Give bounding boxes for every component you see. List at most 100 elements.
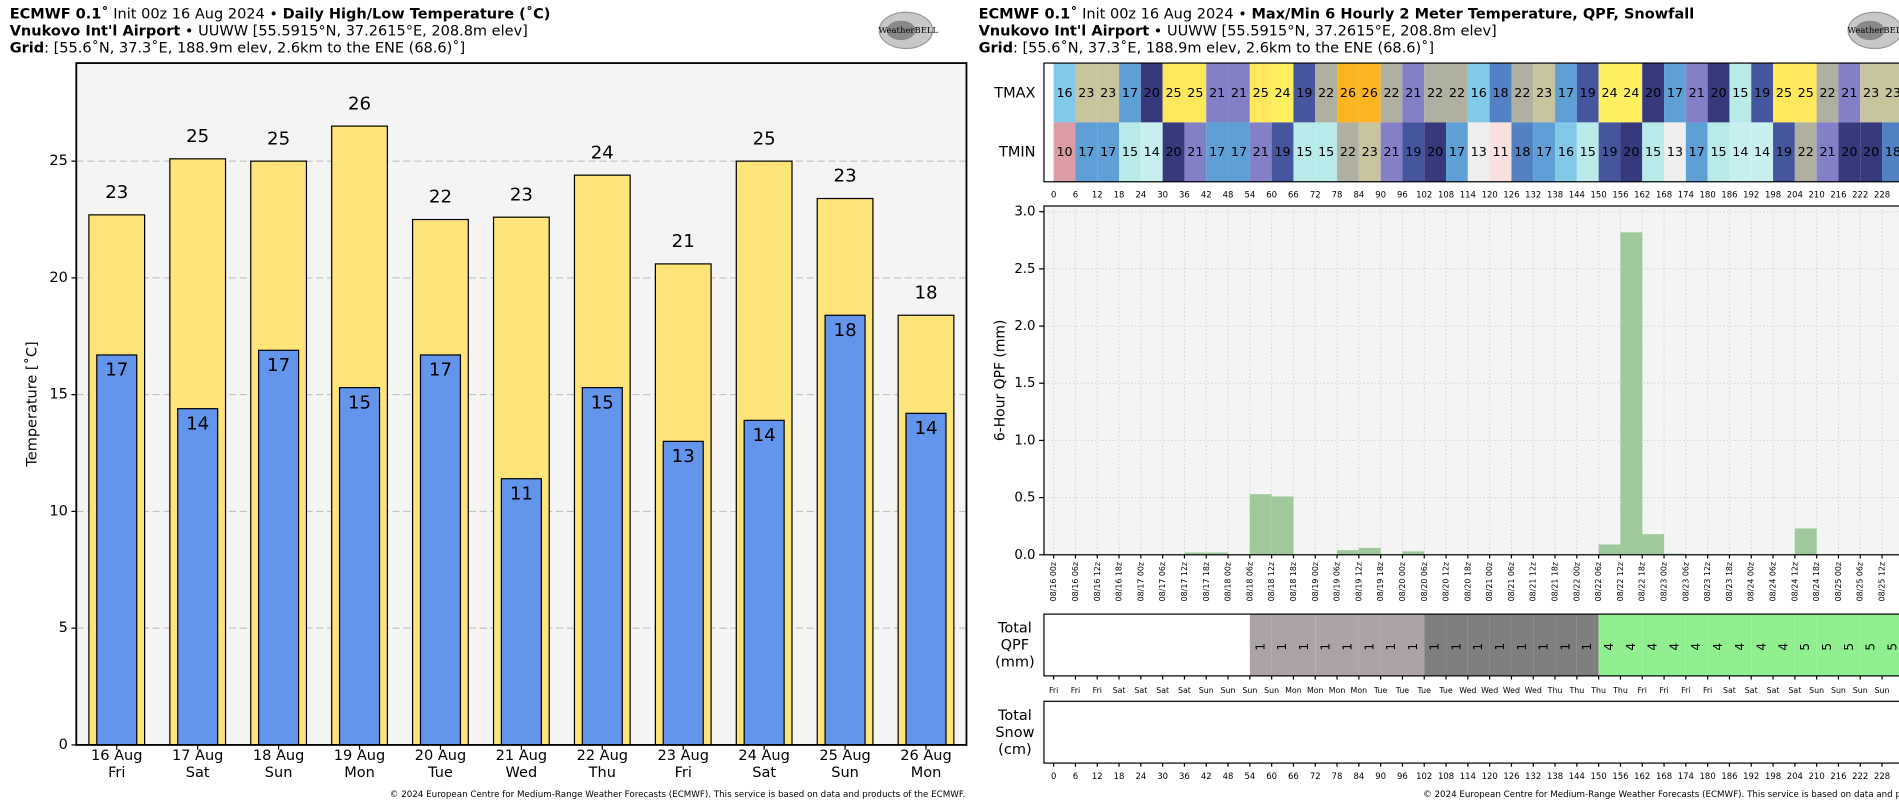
bar: [177, 408, 219, 746]
temp-cell: [1860, 122, 1883, 182]
weekday-label: Tue: [1417, 686, 1432, 695]
temp-cell: [1293, 122, 1316, 182]
temp-cell: [1576, 122, 1599, 182]
weekday-label: Mon: [1285, 686, 1302, 695]
weekday-label: Sat: [1767, 686, 1780, 695]
temp-cell: [1664, 122, 1686, 182]
temp-value: 26: [1362, 85, 1378, 100]
total-qpf-value: 1: [1275, 643, 1289, 651]
temp-cell: [1489, 63, 1512, 123]
temp-cell: [1729, 63, 1752, 123]
temp-value: 22: [1340, 144, 1356, 159]
hour-label: 228: [1874, 190, 1890, 200]
x-tick-label: 19 Aug: [334, 748, 385, 764]
qpf-cell: [1598, 614, 1621, 676]
temp-cell: [1816, 63, 1839, 123]
header-text: Init 00z 16 Aug 2024 •: [109, 7, 283, 23]
total-qpf-value: 5: [1864, 643, 1878, 651]
temp-value: 20: [1165, 144, 1181, 159]
value-label: 15: [348, 392, 371, 413]
temp-value: 17: [1209, 144, 1225, 159]
temp-cell: [1315, 122, 1338, 182]
temp-value: 21: [1841, 85, 1857, 100]
hour-label: 72: [1310, 771, 1321, 781]
weekday-label: Sat: [1723, 686, 1736, 695]
hour-label: 96: [1397, 190, 1408, 200]
qpf-cell: [1533, 614, 1556, 676]
total-qpf-value: 1: [1580, 643, 1594, 651]
hour-label: 180: [1700, 190, 1716, 200]
temp-cell: [1664, 63, 1686, 123]
x-tick-label: 08/24 00z: [1747, 562, 1756, 601]
row-label: TMAX: [993, 85, 1035, 101]
hour-label: 42: [1201, 190, 1212, 200]
temp-value: 19: [1274, 144, 1290, 159]
header-line: ECMWF 0.1˚ Init 00z 16 Aug 2024 • Daily …: [10, 6, 551, 23]
y-axis-label: Temperature [˚C]: [24, 341, 41, 467]
temp-cell: [1053, 63, 1076, 123]
total-qpf-value: 4: [1667, 643, 1681, 651]
weekday-label: Wed: [1459, 686, 1476, 695]
bar: [1206, 552, 1229, 555]
bar: [662, 440, 704, 746]
hour-label: 114: [1460, 771, 1476, 781]
qpf-cell: [1751, 614, 1774, 676]
temp-value: 22: [1318, 85, 1334, 100]
temp-cell: [1598, 122, 1621, 182]
hour-label: 36: [1179, 771, 1190, 781]
header-text: Grid: [10, 41, 44, 57]
temp-cell: [1511, 122, 1534, 182]
bar: [338, 387, 381, 746]
temp-cell: [1642, 122, 1665, 182]
temp-cell: [1838, 122, 1861, 182]
temp-value: 17: [1231, 144, 1247, 159]
qpf-cell: [1620, 614, 1643, 676]
temp-cell: [1053, 122, 1076, 182]
total-qpf-value: 1: [1558, 643, 1572, 651]
header-text: • UUWW [55.5915°N, 37.2615°E, 208.8m ele…: [180, 24, 528, 40]
temp-value: 15: [1710, 144, 1726, 159]
weekday-label: Sat: [1113, 686, 1126, 695]
temp-cell: [1555, 122, 1577, 182]
temp-cell: [1794, 122, 1817, 182]
temp-cell: [1707, 63, 1730, 123]
qpf-cell: [1489, 614, 1512, 676]
temp-value: 19: [1405, 144, 1421, 159]
temp-cell: [1075, 63, 1098, 123]
y-tick-label: 0.5: [1014, 491, 1035, 506]
value-label: 18: [914, 282, 937, 303]
total-qpf-value: 5: [1820, 643, 1834, 651]
temp-cell: [1860, 63, 1883, 123]
hour-label: 84: [1353, 190, 1364, 200]
hour-label: 126: [1503, 771, 1519, 781]
bar: [1620, 232, 1643, 555]
hour-label: 102: [1416, 771, 1432, 781]
hour-label: 6: [1073, 190, 1078, 200]
x-tick-label: 08/16 12z: [1093, 562, 1102, 601]
header-line: Grid: [55.6˚N, 37.3˚E, 188.9m elev, 2.6k…: [979, 40, 1435, 57]
bar: [1184, 552, 1207, 555]
temp-value: 15: [1296, 144, 1312, 159]
temp-value: 18: [1514, 144, 1530, 159]
temp-cell: [1402, 122, 1425, 182]
weekday-label: Sat: [1788, 686, 1801, 695]
hour-label: 60: [1266, 190, 1277, 200]
x-tick-label: 21 Aug: [496, 748, 547, 764]
x-tick-label: 08/17 12z: [1180, 562, 1189, 601]
qpf-cell: [1249, 614, 1272, 676]
temp-cell: [1140, 122, 1163, 182]
temp-value: 16: [1471, 85, 1487, 100]
qpf-cell: [1707, 614, 1730, 676]
weekday-label: Fri: [1049, 686, 1058, 695]
temp-value: 16: [1558, 144, 1574, 159]
bar: [743, 419, 785, 746]
bar: [258, 349, 300, 746]
temp-cell: [1315, 63, 1338, 123]
hour-label: 156: [1612, 190, 1628, 200]
header-text: Daily High/Low Temperature (˚C): [283, 6, 551, 23]
temp-cell: [1446, 63, 1468, 123]
temp-cell: [1097, 63, 1120, 123]
hour-label: 30: [1157, 771, 1168, 781]
value-label: 22: [429, 187, 452, 208]
temp-value: 21: [1231, 85, 1247, 100]
